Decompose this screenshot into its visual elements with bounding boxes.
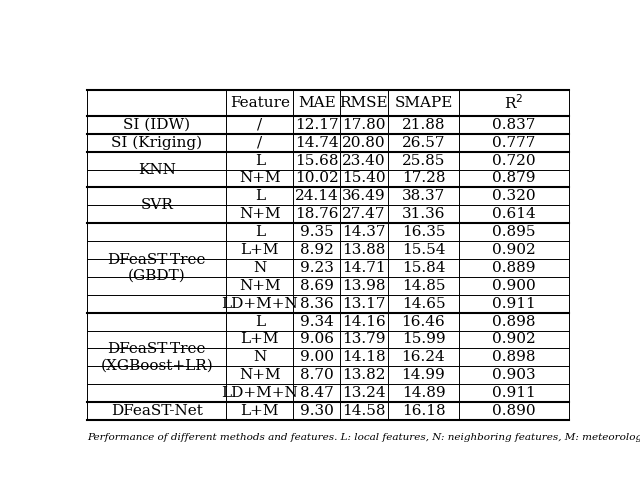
Text: 20.80: 20.80 <box>342 136 386 150</box>
Text: 16.35: 16.35 <box>402 225 445 239</box>
Text: 13.79: 13.79 <box>342 333 386 347</box>
Text: 16.18: 16.18 <box>402 404 445 418</box>
Text: 0.903: 0.903 <box>492 368 536 382</box>
Text: 13.17: 13.17 <box>342 297 386 311</box>
Text: N+M: N+M <box>239 171 280 185</box>
Text: 16.24: 16.24 <box>402 350 445 364</box>
Text: 0.911: 0.911 <box>492 297 536 311</box>
Text: 18.76: 18.76 <box>295 207 339 221</box>
Text: 0.898: 0.898 <box>492 350 536 364</box>
Text: 9.00: 9.00 <box>300 350 334 364</box>
Text: 14.74: 14.74 <box>295 136 339 150</box>
Text: 0.777: 0.777 <box>492 136 536 150</box>
Text: 8.47: 8.47 <box>300 386 333 400</box>
Text: 13.98: 13.98 <box>342 279 386 293</box>
Text: 8.69: 8.69 <box>300 279 334 293</box>
Text: 13.88: 13.88 <box>342 243 386 257</box>
Text: 27.47: 27.47 <box>342 207 386 221</box>
Text: /: / <box>257 118 262 132</box>
Text: SVR: SVR <box>140 198 173 212</box>
Text: 15.54: 15.54 <box>402 243 445 257</box>
Text: MAE: MAE <box>298 96 336 110</box>
Text: 12.17: 12.17 <box>295 118 339 132</box>
Text: 13.24: 13.24 <box>342 386 386 400</box>
Text: 8.36: 8.36 <box>300 297 333 311</box>
Text: 26.57: 26.57 <box>402 136 445 150</box>
Text: 0.898: 0.898 <box>492 315 536 329</box>
Text: R$^2$: R$^2$ <box>504 93 524 112</box>
Text: 10.02: 10.02 <box>295 171 339 185</box>
Text: 23.40: 23.40 <box>342 153 386 167</box>
Text: 36.49: 36.49 <box>342 189 386 203</box>
Text: N: N <box>253 350 266 364</box>
Text: 0.837: 0.837 <box>492 118 536 132</box>
Text: 14.85: 14.85 <box>402 279 445 293</box>
Text: 9.34: 9.34 <box>300 315 334 329</box>
Text: SI (IDW): SI (IDW) <box>124 118 191 132</box>
Text: 14.16: 14.16 <box>342 315 386 329</box>
Text: N: N <box>253 261 266 275</box>
Text: 9.35: 9.35 <box>300 225 333 239</box>
Text: 15.68: 15.68 <box>295 153 339 167</box>
Text: 0.900: 0.900 <box>492 279 536 293</box>
Text: Performance of different methods and features. L: local features, N: neighboring: Performance of different methods and fea… <box>88 433 640 442</box>
Text: L+M: L+M <box>241 243 279 257</box>
Text: 15.40: 15.40 <box>342 171 386 185</box>
Text: N+M: N+M <box>239 279 280 293</box>
Text: L: L <box>255 315 265 329</box>
Text: 13.82: 13.82 <box>342 368 386 382</box>
Text: 9.23: 9.23 <box>300 261 334 275</box>
Text: /: / <box>257 136 262 150</box>
Text: 38.37: 38.37 <box>402 189 445 203</box>
Text: 14.99: 14.99 <box>402 368 445 382</box>
Text: 9.30: 9.30 <box>300 404 334 418</box>
Text: DFeaST-Tree
(GBDT): DFeaST-Tree (GBDT) <box>108 253 206 283</box>
Text: 15.99: 15.99 <box>402 333 445 347</box>
Text: 15.84: 15.84 <box>402 261 445 275</box>
Text: 14.89: 14.89 <box>402 386 445 400</box>
Text: 0.902: 0.902 <box>492 243 536 257</box>
Text: 0.879: 0.879 <box>492 171 536 185</box>
Text: 0.902: 0.902 <box>492 333 536 347</box>
Text: 0.895: 0.895 <box>492 225 536 239</box>
Text: 14.37: 14.37 <box>342 225 386 239</box>
Text: 8.92: 8.92 <box>300 243 334 257</box>
Text: DFeaST-Tree
(XGBoost+LR): DFeaST-Tree (XGBoost+LR) <box>100 342 213 373</box>
Text: L+M: L+M <box>241 404 279 418</box>
Text: Feature: Feature <box>230 96 290 110</box>
Text: 9.06: 9.06 <box>300 333 334 347</box>
Text: 21.88: 21.88 <box>402 118 445 132</box>
Text: L+M: L+M <box>241 333 279 347</box>
Text: 0.889: 0.889 <box>492 261 536 275</box>
Text: SI (Kriging): SI (Kriging) <box>111 136 202 150</box>
Text: 14.71: 14.71 <box>342 261 386 275</box>
Text: N+M: N+M <box>239 368 280 382</box>
Text: LD+M+N: LD+M+N <box>221 297 298 311</box>
Text: N+M: N+M <box>239 207 280 221</box>
Text: DFeaST-Net: DFeaST-Net <box>111 404 203 418</box>
Text: L: L <box>255 189 265 203</box>
Text: 16.46: 16.46 <box>402 315 445 329</box>
Text: 14.65: 14.65 <box>402 297 445 311</box>
Text: L: L <box>255 153 265 167</box>
Text: 31.36: 31.36 <box>402 207 445 221</box>
Text: LD+M+N: LD+M+N <box>221 386 298 400</box>
Text: RMSE: RMSE <box>340 96 388 110</box>
Text: 8.70: 8.70 <box>300 368 333 382</box>
Text: 14.18: 14.18 <box>342 350 386 364</box>
Text: 17.28: 17.28 <box>402 171 445 185</box>
Text: 14.58: 14.58 <box>342 404 386 418</box>
Text: 0.720: 0.720 <box>492 153 536 167</box>
Text: KNN: KNN <box>138 163 176 177</box>
Text: L: L <box>255 225 265 239</box>
Text: 25.85: 25.85 <box>402 153 445 167</box>
Text: 0.911: 0.911 <box>492 386 536 400</box>
Text: 17.80: 17.80 <box>342 118 386 132</box>
Text: 0.890: 0.890 <box>492 404 536 418</box>
Text: SMAPE: SMAPE <box>394 96 452 110</box>
Text: 0.614: 0.614 <box>492 207 536 221</box>
Text: 24.14: 24.14 <box>295 189 339 203</box>
Text: 0.320: 0.320 <box>492 189 536 203</box>
